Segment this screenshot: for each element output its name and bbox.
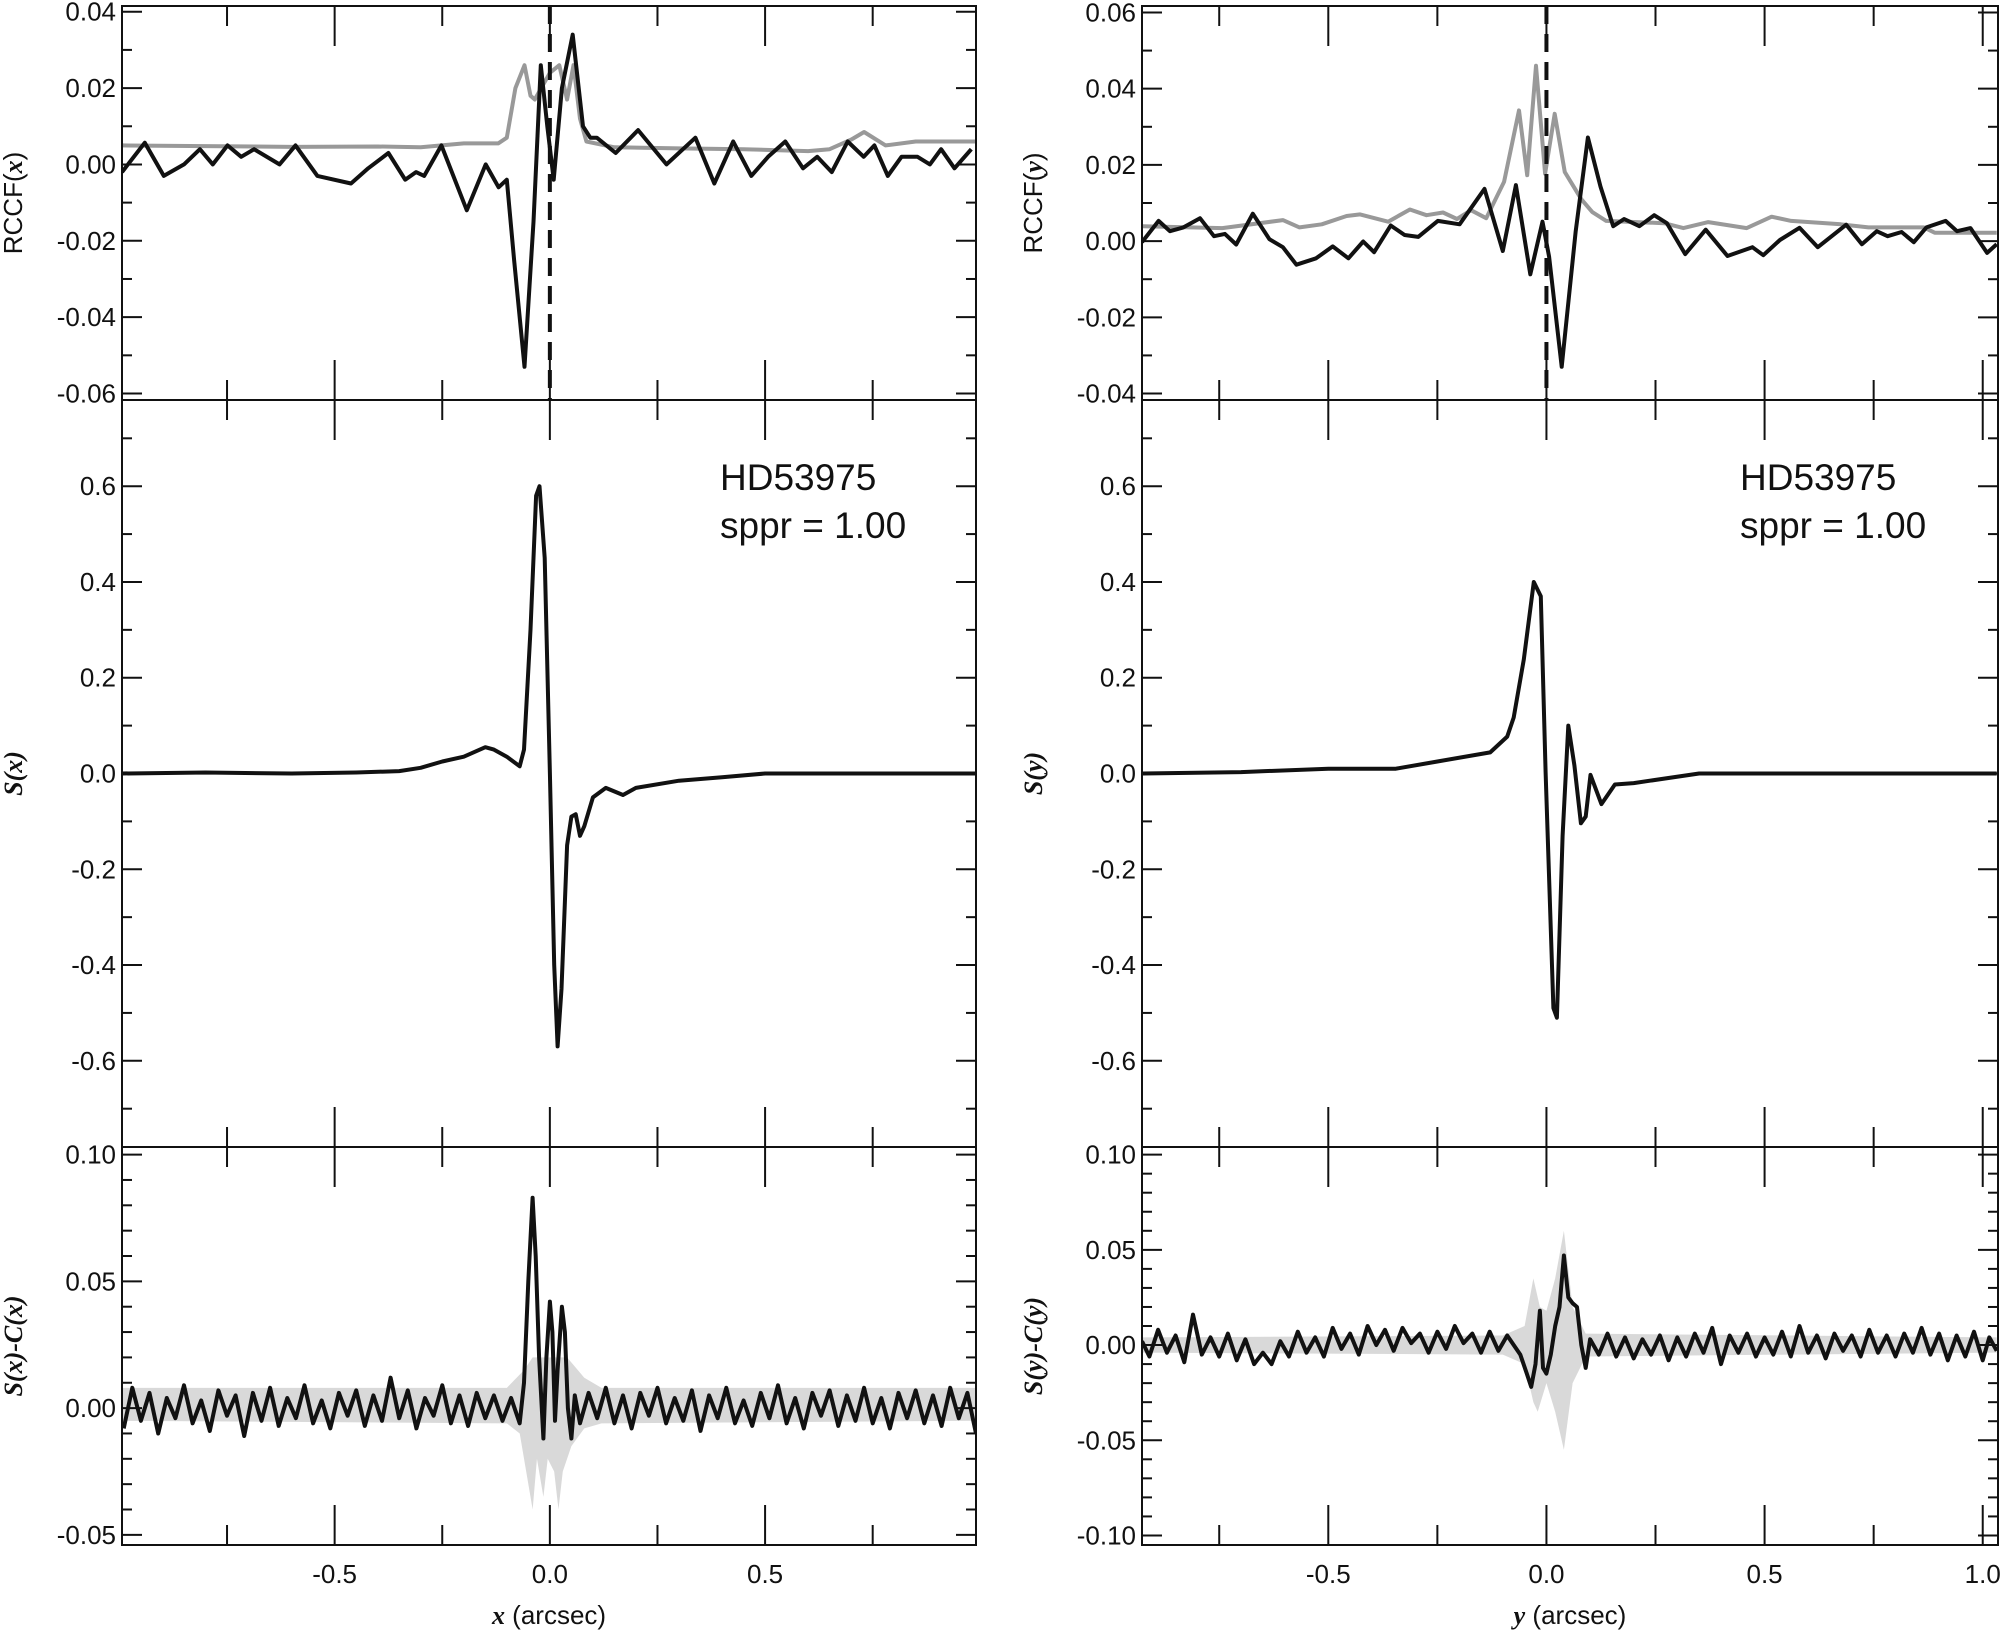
x-tick-label: 0.0 — [1528, 1559, 1564, 1589]
panel-middle-right: 0.6 0.4 0.2 0.0 -0.2 -0.4 -0.6 S(y) HD53975 sppr … — [1019, 399, 1999, 1148]
annotation-text: sppr = 1.00 — [1740, 505, 1926, 546]
series-line-secondary — [122, 63, 976, 154]
y-tick-label: -0.05 — [1077, 1425, 1136, 1455]
y-tick-label: -0.6 — [1091, 1046, 1136, 1076]
y-tick-label: 0.6 — [1100, 471, 1136, 501]
series-line-primary — [1142, 135, 1998, 369]
y-axis-label: RCCF(x) — [0, 152, 28, 255]
plot-area — [1142, 1230, 1998, 1450]
plot-area — [1142, 580, 1997, 1020]
y-tick-label: 0.04 — [65, 0, 116, 27]
label-part: y — [1019, 161, 1048, 176]
series-line-primary — [122, 1195, 976, 1441]
y-axis-label: S(x)-C(x) — [0, 1295, 28, 1396]
y-tick-label: 0.6 — [80, 471, 116, 501]
x-tick-label: -0.5 — [1306, 1559, 1351, 1589]
y-tick-label: 0.0 — [80, 759, 116, 789]
y-tick-label: 0.00 — [1085, 1330, 1136, 1360]
uncertainty-band — [1142, 1230, 1997, 1450]
plot-area — [122, 1195, 976, 1510]
label-part: x — [491, 1601, 505, 1630]
y-tick-label: 0.02 — [1085, 150, 1136, 180]
y-tick-label: -0.02 — [1077, 302, 1136, 332]
y-tick-label: -0.4 — [71, 950, 116, 980]
uncertainty-band — [122, 1357, 976, 1510]
y-tick-label: -0.05 — [57, 1520, 116, 1550]
y-tick-label: 0.04 — [1085, 74, 1136, 104]
label-part: S(x)-C(x) — [0, 1295, 28, 1396]
x-tick-label: 0.0 — [532, 1559, 568, 1589]
panel-top-left: 0.04 0.02 0.00 -0.02 -0.04 -0.06 RCCF(x) — [0, 0, 977, 409]
y-tick-label: 0.2 — [80, 663, 116, 693]
axes-frame — [1141, 5, 1999, 401]
plot-area — [122, 6, 976, 400]
panel-bottom-right: 0.10 0.05 0.00 -0.05 -0.10 -0.5 0.0 0.5 1.0 S(y)-… — [1019, 1140, 2001, 1630]
series-line-primary — [1142, 580, 1997, 1020]
series-line-primary — [1142, 1253, 1998, 1389]
y-tick-label: -0.04 — [1077, 379, 1136, 409]
y-axis-label: S(y) — [1019, 752, 1048, 795]
y-tick-label: -0.04 — [57, 302, 116, 332]
annotation-text: sppr = 1.00 — [720, 505, 906, 546]
y-tick-label: 0.05 — [1085, 1235, 1136, 1265]
plot-area — [1142, 6, 1998, 400]
y-axis-label: S(x) — [0, 751, 28, 796]
label-part: S(y)-C(y) — [1019, 1297, 1048, 1395]
series-line-secondary — [1142, 63, 1997, 235]
y-tick-label: -0.10 — [1077, 1520, 1136, 1550]
x-tick-label: -0.5 — [312, 1559, 357, 1589]
y-tick-label: -0.4 — [1091, 950, 1136, 980]
y-tick-label: 0.4 — [1100, 567, 1136, 597]
label-part: RCCF( — [1018, 172, 1048, 253]
label-part: (arcsec) — [505, 1600, 606, 1630]
annotation-text: HD53975 — [720, 457, 876, 498]
panel-bottom-left: 0.10 0.05 0.00 -0.05 -0.5 0.0 0.5 S(x)-C(x) x (a… — [0, 1140, 977, 1630]
y-tick-label: 0.06 — [1085, 0, 1136, 27]
x-axis-label: x (arcsec) — [491, 1600, 606, 1630]
label-part: (arcsec) — [1525, 1600, 1626, 1630]
y-tick-label: -0.2 — [71, 854, 116, 884]
y-tick-label: 0.4 — [80, 567, 116, 597]
y-tick-label: 0.00 — [65, 149, 116, 179]
label-part: y — [1511, 1601, 1526, 1630]
y-tick-label: 0.10 — [65, 1140, 116, 1170]
x-axis-label: y (arcsec) — [1511, 1600, 1627, 1630]
label-part: RCCF( — [0, 173, 28, 254]
x-tick-label: 1.0 — [1965, 1559, 2001, 1589]
x-tick-label: 0.5 — [747, 1559, 783, 1589]
y-axis-label: RCCF(y) — [1018, 152, 1048, 253]
annotation-text: HD53975 — [1740, 457, 1896, 498]
panel-middle-left: 0.6 0.4 0.2 0.0 -0.2 -0.4 -0.6 S(x) HD53975 sppr … — [0, 399, 977, 1148]
y-tick-label: -0.6 — [71, 1046, 116, 1076]
panel-top-right: 0.06 0.04 0.02 0.00 -0.02 -0.04 RCCF(y) — [1018, 0, 1999, 409]
y-tick-label: 0.02 — [65, 73, 116, 103]
y-axis-label: S(y)-C(y) — [1019, 1297, 1048, 1395]
label-part: ) — [0, 152, 28, 161]
y-tick-label: 0.2 — [1100, 663, 1136, 693]
label-part: x — [0, 160, 28, 174]
series-line-primary — [122, 484, 976, 1049]
y-tick-label: -0.06 — [57, 379, 116, 409]
label-part: S(x) — [0, 751, 28, 796]
y-tick-label: -0.2 — [1091, 854, 1136, 884]
y-tick-label: -0.02 — [57, 226, 116, 256]
label-part: S(y) — [1019, 752, 1048, 795]
y-tick-label: 0.05 — [65, 1266, 116, 1296]
label-part: ) — [1018, 152, 1048, 161]
x-tick-label: 0.5 — [1747, 1559, 1783, 1589]
plot-area — [122, 484, 976, 1049]
y-tick-label: 0.10 — [1085, 1140, 1136, 1170]
y-tick-label: 0.0 — [1100, 759, 1136, 789]
y-tick-label: 0.00 — [65, 1393, 116, 1423]
y-tick-label: 0.00 — [1085, 226, 1136, 256]
series-line-primary — [122, 32, 973, 369]
